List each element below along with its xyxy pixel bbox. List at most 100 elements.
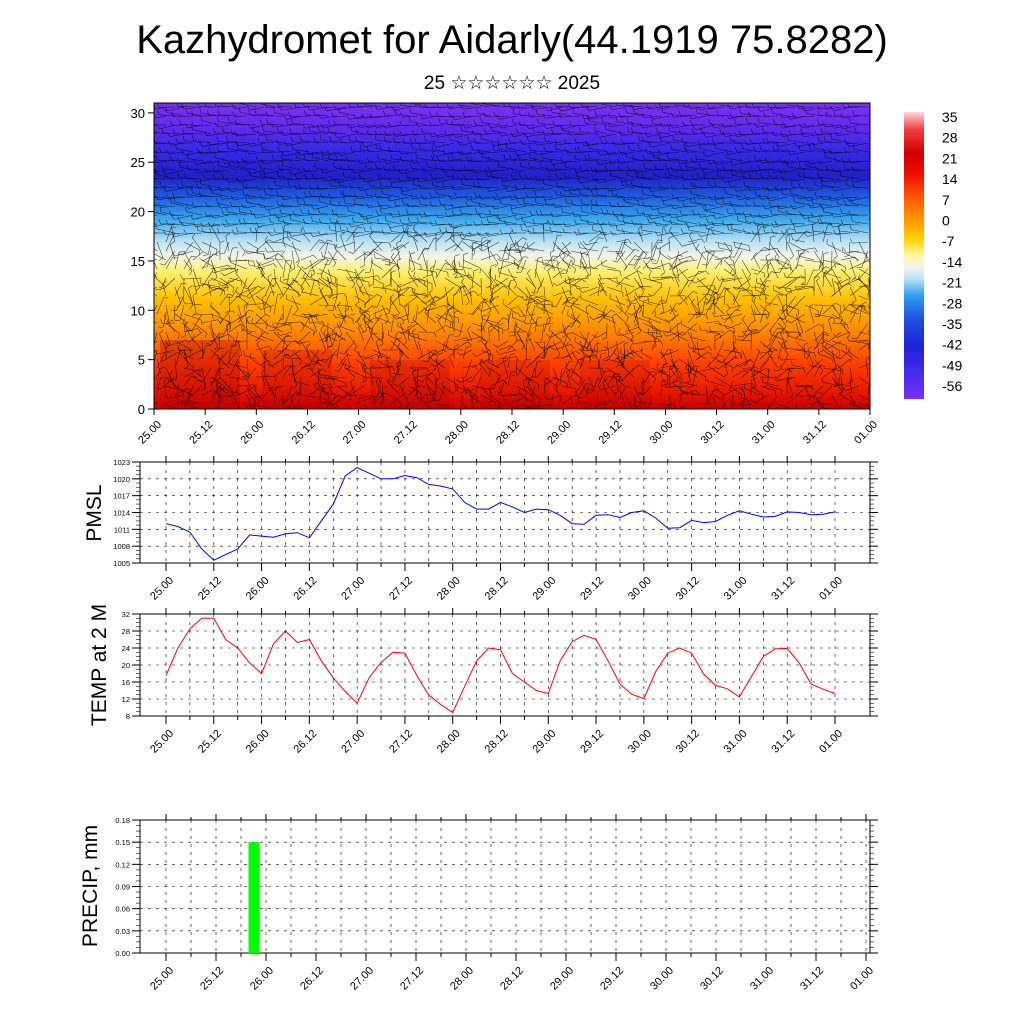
wind-barb bbox=[761, 214, 779, 219]
wind-barb-flag bbox=[778, 318, 784, 320]
wind-barb bbox=[279, 168, 293, 171]
wind-barb bbox=[154, 142, 158, 144]
wind-barb bbox=[626, 184, 644, 189]
wind-barb bbox=[589, 120, 608, 126]
wind-barb bbox=[730, 106, 743, 110]
wind-barb bbox=[251, 322, 266, 333]
wind-barb-flag bbox=[641, 189, 644, 195]
wind-barb bbox=[506, 147, 527, 153]
wind-barb-flag bbox=[242, 190, 245, 196]
wind-barb-flag bbox=[357, 186, 361, 191]
wind-barb bbox=[230, 364, 248, 369]
wind-barb-flag bbox=[217, 203, 221, 209]
wind-barb bbox=[516, 359, 526, 378]
wind-barb-flag bbox=[734, 119, 737, 125]
wind-barb bbox=[154, 376, 158, 380]
wind-barb-flag bbox=[574, 284, 578, 289]
wind-barb bbox=[822, 273, 824, 288]
wind-barb bbox=[559, 367, 563, 385]
wind-barb-flag bbox=[721, 177, 725, 183]
wind-barb-flag bbox=[661, 302, 667, 304]
wind-barb bbox=[615, 277, 625, 288]
wind-barb bbox=[642, 340, 662, 343]
wind-barb bbox=[408, 293, 426, 297]
wind-barb-flag bbox=[487, 165, 490, 171]
wind-barb-flag bbox=[412, 179, 414, 185]
wind-barb-flag bbox=[218, 186, 222, 191]
wind-barb-flag bbox=[599, 230, 603, 235]
wind-barb bbox=[302, 291, 320, 297]
wind-barb bbox=[606, 358, 623, 364]
wind-barb bbox=[488, 222, 509, 225]
wind-barb-flag bbox=[366, 216, 368, 222]
wind-barb-flag bbox=[677, 322, 682, 325]
wind-barb bbox=[536, 151, 554, 156]
wind-barb-flag bbox=[637, 270, 643, 275]
wind-barb bbox=[217, 202, 230, 207]
wind-barb bbox=[777, 295, 785, 311]
wind-barb bbox=[183, 250, 193, 268]
wind-barb-flag bbox=[435, 112, 439, 117]
wind-barb-flag bbox=[146, 149, 148, 154]
wind-barb bbox=[651, 276, 672, 279]
wind-barb-flag bbox=[326, 294, 331, 299]
wind-barb bbox=[599, 133, 617, 138]
wind-barb-flag bbox=[150, 200, 151, 205]
wind-barb bbox=[596, 114, 617, 117]
wind-barb bbox=[337, 133, 356, 139]
wind-barb-flag bbox=[244, 295, 250, 299]
wind-barb bbox=[669, 302, 677, 315]
wind-barb bbox=[357, 321, 365, 333]
wind-barb-flag bbox=[748, 245, 750, 251]
wind-barb bbox=[696, 158, 716, 162]
wind-barb-flag bbox=[832, 357, 834, 363]
wind-barb-flag bbox=[485, 231, 489, 237]
wind-barb-flag bbox=[597, 151, 601, 156]
wind-barb-flag bbox=[156, 103, 160, 108]
wind-barb bbox=[371, 230, 392, 234]
wind-barb bbox=[759, 347, 773, 360]
wind-barb bbox=[309, 367, 322, 383]
wind-barb bbox=[611, 160, 626, 164]
wind-barb bbox=[731, 115, 752, 118]
wind-barb bbox=[724, 277, 743, 282]
wind-barb-flag bbox=[285, 259, 291, 262]
wind-barb-flag bbox=[657, 155, 660, 161]
wind-barb-flag bbox=[575, 171, 578, 177]
wind-barb bbox=[461, 213, 482, 216]
wind-barb-flag bbox=[747, 185, 750, 191]
wind-barb-flag bbox=[555, 173, 558, 179]
wind-barb bbox=[629, 149, 644, 153]
wind-barb bbox=[160, 211, 176, 216]
wind-barb bbox=[661, 141, 680, 144]
wind-barb bbox=[600, 151, 617, 156]
wind-barb-flag bbox=[159, 147, 162, 153]
wind-barb-flag bbox=[783, 159, 787, 165]
wind-barb bbox=[588, 259, 592, 275]
wind-barb-flag bbox=[155, 386, 161, 390]
wind-barb bbox=[651, 369, 663, 378]
wind-barb-flag bbox=[455, 273, 458, 278]
wind-barb bbox=[831, 282, 848, 297]
wind-barb-flag bbox=[640, 183, 643, 189]
wind-barb bbox=[419, 148, 437, 153]
wind-barb-flag bbox=[277, 293, 283, 295]
wind-barb-flag bbox=[580, 215, 582, 221]
wind-barb bbox=[256, 343, 266, 360]
wind-barb-flag bbox=[837, 279, 842, 284]
wind-barb-flag bbox=[786, 320, 792, 324]
wind-barb-flag bbox=[140, 228, 142, 233]
wind-barb bbox=[340, 235, 347, 252]
wind-barb-flag bbox=[615, 103, 617, 106]
wind-barb-flag bbox=[156, 124, 160, 130]
wind-barb-flag bbox=[841, 103, 845, 108]
wind-barb bbox=[154, 131, 167, 135]
wind-barb-flag bbox=[578, 127, 581, 133]
wind-barb bbox=[856, 322, 869, 340]
wind-barb bbox=[352, 268, 365, 282]
wind-barb-flag bbox=[225, 177, 229, 183]
wind-barb-flag bbox=[163, 187, 167, 192]
wind-barb bbox=[291, 364, 307, 378]
wind-barb-flag bbox=[654, 231, 659, 236]
wind-barb bbox=[755, 150, 770, 153]
